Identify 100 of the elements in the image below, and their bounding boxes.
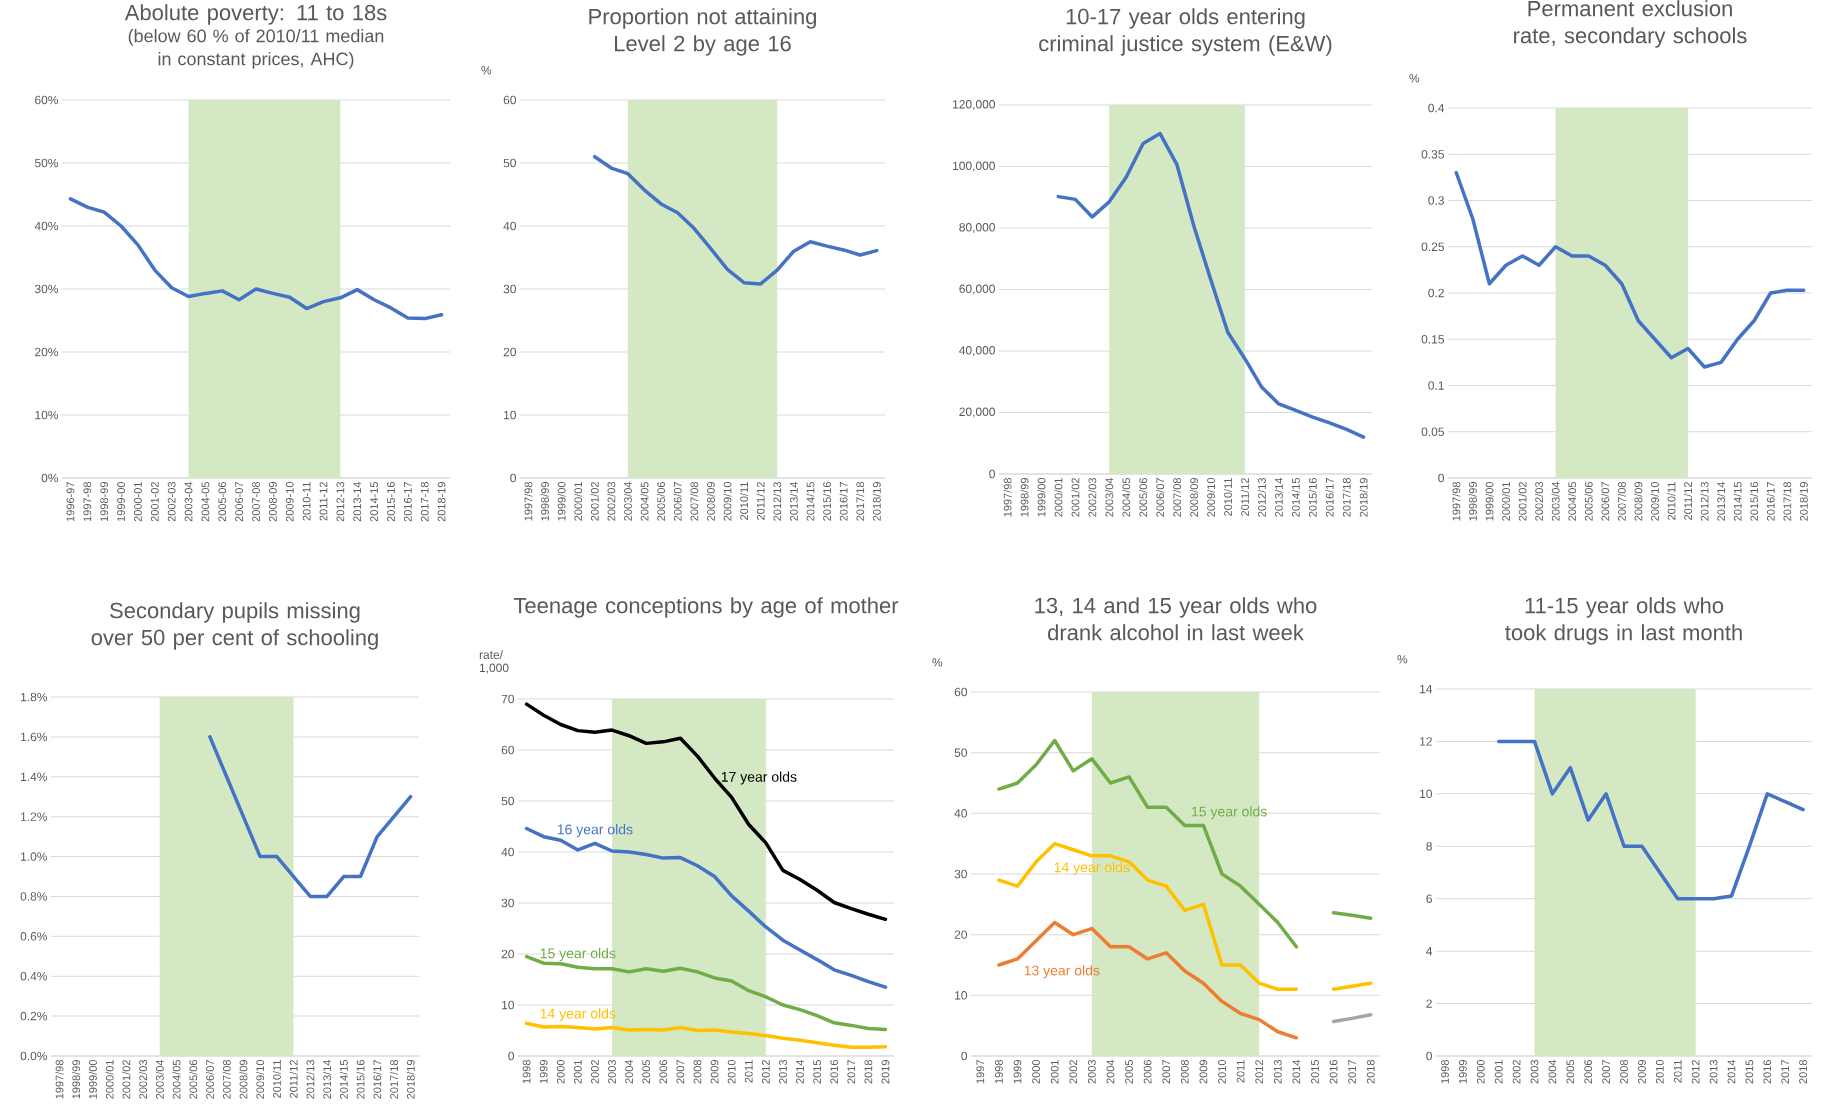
x-tick-label: 2012/13 [306,1060,315,1099]
x-tick-label: 2009 [1638,1060,1646,1084]
x-tick-label: 2014 [796,1059,804,1084]
x-tick-label: 1997/98 [55,1060,64,1099]
line-series [997,920,1299,1040]
x-tick-label: 2006/07 [1156,478,1165,517]
x-tick-label: 2009 [1199,1060,1208,1084]
y-tick-label: 0.4 [1428,103,1445,113]
x-tick-label: 1998 [1441,1060,1449,1084]
x-tick-label: 2017-18 [420,482,429,522]
x-tick-label: 2017 [847,1060,856,1084]
x-tick-label: 2016 [1329,1060,1338,1084]
x-tick-label: 2013 [1273,1060,1282,1084]
x-tick-label: 2002/03 [1088,478,1097,517]
x-tick-label: 2001/02 [1071,478,1080,517]
x-tick-label: 2008/09 [1634,482,1643,521]
x-tick-label: 2008/09 [1189,478,1199,517]
x-tick-label: 2002 [1069,1060,1078,1084]
series-label: 15 year olds [1192,806,1267,820]
y-tick-label: 50% [34,158,59,168]
y-tick-label: 20 [503,347,517,357]
x-tick-label: 2000/01 [1501,482,1510,521]
x-tick-label: 2013 [779,1060,787,1084]
x-tick-label: 2003/04 [155,1059,164,1099]
chart-title: 13, 14 and 15 year olds who drank alcohol in last week [1035,597,1317,641]
y-tick-label: 70 [501,694,515,704]
x-tick-label: 2004/05 [1122,478,1131,517]
x-tick-label: 1999/00 [1485,481,1494,521]
y-axis-title: % [1397,655,1408,664]
x-tick-label: 2000 [1032,1059,1040,1084]
x-tick-label: 2008-09 [268,482,277,522]
x-tick-label: 2017/18 [1342,478,1351,517]
x-tick-label: 2006 [1143,1060,1152,1084]
x-tick-label: 2001/02 [122,1060,131,1099]
x-tick-label: 1997-98 [83,482,92,522]
x-tick-label: 2007 [676,1060,685,1084]
x-tick-label: 2004 [1548,1059,1557,1084]
x-tick-label: 2012-13 [336,482,345,522]
x-tick-label: 2018-19 [437,482,446,522]
y-axis-title: rate/ 1,000 [479,650,509,674]
series-label: 17 year olds [721,771,797,785]
y-tick-label: 40 [954,809,968,818]
y-tick-label: 10 [955,991,968,1000]
x-tick-label: 2015/16 [356,1060,365,1099]
y-tick-label: 60 [503,95,517,105]
x-tick-label: 2002 [1512,1060,1521,1084]
x-tick-label: 2008 [693,1060,702,1084]
x-tick-label: 2013 [1709,1060,1718,1084]
x-tick-label: 2010 [727,1059,736,1084]
x-tick-label: 1997 [976,1060,985,1084]
x-tick-label: 2003/04 [1551,481,1560,521]
x-tick-label: 2017/18 [389,1060,398,1099]
x-tick-label: 2011 [1673,1060,1682,1083]
x-tick-label: 2018 [1799,1060,1807,1084]
x-tick-label: 2006 [1584,1060,1593,1084]
y-tick-label: 10 [504,410,517,420]
y-tick-label: 60% [35,95,59,105]
line-series [208,735,413,899]
x-tick-label: 2015-16 [387,482,395,522]
x-tick-label: 1998/99 [72,1060,81,1099]
x-tick-label: 2005/06 [189,1060,198,1099]
x-tick-label: 2006/07 [1601,482,1610,521]
x-tick-label: 2010/11 [272,1060,281,1098]
x-tick-label: 1998/99 [1020,478,1029,517]
y-tick-label: 8 [1426,842,1432,851]
x-tick-label: 1999 [539,1060,548,1084]
y-tick-label: 0 [508,1051,515,1061]
y-tick-label: 1.2% [21,812,48,821]
x-tick-label: 2011-12 [319,482,328,521]
x-tick-label: 2009/10 [1650,481,1659,521]
x-tick-label: 2010 [1655,1059,1664,1084]
x-tick-label: 2014/15 [339,1060,348,1099]
x-tick-label: 2009/10 [723,481,732,521]
chart-subtitle: (below 60 % of 2010/11 median in constant prices, AHC) [128,29,384,69]
x-tick-label: 2000/01 [105,1060,114,1099]
y-tick-label: 10 [1420,789,1433,799]
y-tick-label: 40,000 [959,346,996,356]
x-tick-label: 1999-00 [117,481,125,522]
y-tick-label: 30% [34,284,59,294]
y-tick-label: 0.2 [1428,288,1444,298]
y-tick-label: 1.8% [21,692,48,702]
y-tick-label: 0.0% [20,1051,48,1061]
y-tick-label: 6 [1426,894,1432,903]
x-tick-label: 2004 [625,1059,633,1084]
x-tick-label: 2012/13 [773,482,782,521]
line-series [1056,131,1366,439]
y-tick-label: 60 [501,745,515,755]
x-tick-label: 2016/17 [1766,482,1775,521]
x-tick-label: 2017/18 [1783,482,1792,521]
y-tick-label: 0.2% [20,1011,48,1021]
x-tick-label: 2008/09 [239,1060,248,1099]
chart-title: Abolute poverty: 11 to 18s [124,4,387,25]
x-tick-label: 2015/16 [1308,478,1317,517]
line-series [524,702,888,922]
x-tick-label: 1998-99 [100,482,109,522]
y-tick-label: 80,000 [959,223,996,233]
y-tick-label: 0 [1438,473,1445,483]
x-tick-label: 2006/07 [673,482,682,521]
x-tick-label: 2018/19 [872,482,881,521]
y-tick-label: 40 [503,221,517,231]
